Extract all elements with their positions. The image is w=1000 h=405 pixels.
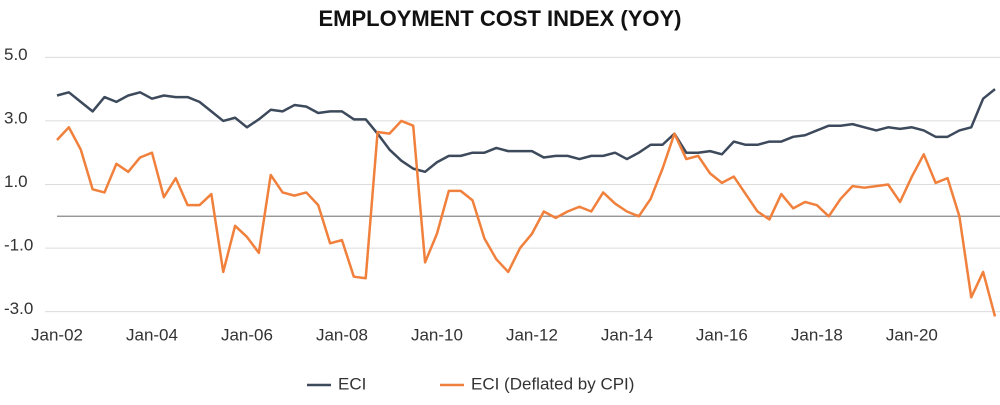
series-line — [56, 119, 997, 317]
x-tick-label: Jan-16 — [696, 325, 748, 344]
y-tick-label: 1.0 — [4, 172, 28, 191]
x-tick-label: Jan-08 — [316, 325, 368, 344]
x-tick-label: Jan-14 — [601, 325, 653, 344]
y-tick-label: -1.0 — [4, 236, 33, 255]
x-tick-label: Jan-06 — [221, 325, 273, 344]
x-tick-label: Jan-12 — [506, 325, 558, 344]
x-tick-label: Jan-20 — [886, 325, 938, 344]
x-tick-label: Jan-18 — [791, 325, 843, 344]
y-tick-label: 5.0 — [4, 45, 28, 64]
legend-label: ECI — [338, 374, 366, 393]
x-tick-label: Jan-04 — [126, 325, 178, 344]
legend-label: ECI (Deflated by CPI) — [471, 374, 634, 393]
y-tick-label: 3.0 — [4, 108, 28, 127]
series-line — [56, 88, 996, 174]
chart-title: EMPLOYMENT COST INDEX (YOY) — [318, 6, 681, 31]
x-tick-label: Jan-02 — [31, 325, 83, 344]
y-tick-label: -3.0 — [4, 299, 33, 318]
x-tick-label: Jan-10 — [411, 325, 463, 344]
